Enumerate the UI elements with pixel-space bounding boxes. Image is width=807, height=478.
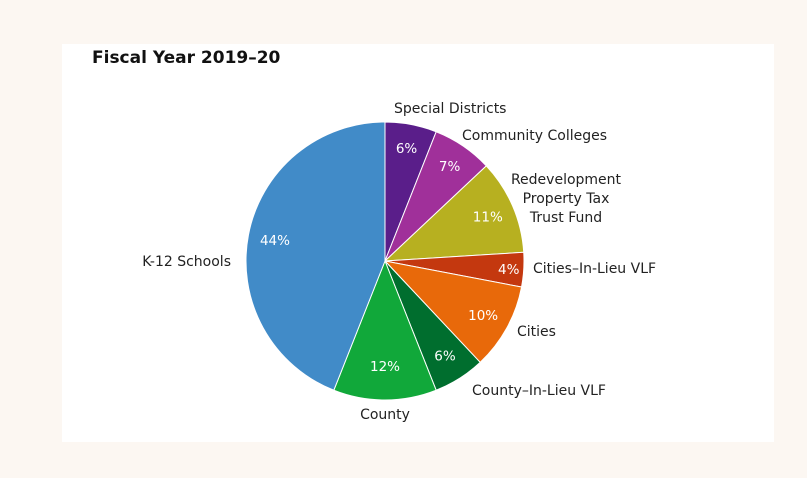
slice-percent-label: 11% bbox=[473, 210, 503, 226]
pie-slice bbox=[383, 260, 523, 364]
slice-percent-label: 12% bbox=[370, 359, 400, 375]
slice-category-label: Community Colleges bbox=[462, 128, 607, 144]
slice-percent-label: 10% bbox=[468, 308, 498, 324]
slice-percent-label: 44% bbox=[260, 233, 290, 249]
pie-slice bbox=[383, 165, 525, 262]
slice-category-label: K-12 Schools bbox=[142, 254, 231, 270]
slice-percent-label: 4% bbox=[498, 262, 520, 278]
slice-percent-label: 6% bbox=[396, 141, 418, 157]
pie-slice bbox=[333, 259, 437, 401]
slice-percent-label: 7% bbox=[439, 159, 461, 175]
slice-category-label: Special Districts bbox=[394, 101, 506, 117]
slice-percent-label: 6% bbox=[434, 349, 456, 365]
slice-category-label: County–In-Lieu VLF bbox=[472, 383, 606, 399]
slice-category-label: Cities–In-Lieu VLF bbox=[533, 261, 656, 277]
pie-slice bbox=[245, 121, 386, 391]
slice-category-label: Redevelopment Property Tax Trust Fund bbox=[511, 172, 622, 226]
chart-title: Fiscal Year 2019–20 bbox=[92, 48, 281, 68]
slice-category-label: Cities bbox=[517, 324, 556, 340]
slice-category-label: County bbox=[360, 407, 410, 423]
